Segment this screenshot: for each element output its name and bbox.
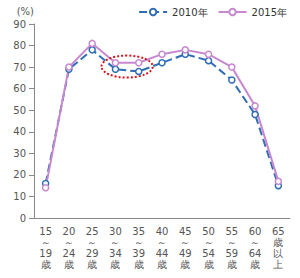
svg-text:70: 70 — [13, 62, 26, 73]
svg-text:55: 55 — [225, 226, 238, 237]
svg-text:40: 40 — [13, 126, 26, 137]
svg-text:～: ～ — [227, 237, 237, 248]
svg-text:歳: 歳 — [41, 259, 51, 270]
svg-text:60: 60 — [249, 226, 262, 237]
svg-text:歳: 歳 — [87, 259, 97, 270]
svg-text:20: 20 — [63, 226, 76, 237]
svg-text:～: ～ — [87, 237, 97, 248]
svg-text:10: 10 — [13, 191, 26, 202]
svg-text:24: 24 — [63, 248, 76, 259]
svg-text:歳: 歳 — [157, 259, 167, 270]
svg-text:～: ～ — [64, 237, 74, 248]
svg-text:歳: 歳 — [273, 237, 283, 248]
svg-text:25: 25 — [86, 226, 99, 237]
svg-text:50: 50 — [13, 105, 26, 116]
svg-text:歳: 歳 — [110, 259, 120, 270]
svg-text:歳: 歳 — [227, 259, 237, 270]
svg-text:44: 44 — [156, 248, 169, 259]
svg-text:歳: 歳 — [134, 259, 144, 270]
svg-text:～: ～ — [41, 237, 51, 248]
svg-text:19: 19 — [39, 248, 52, 259]
svg-text:80: 80 — [13, 40, 26, 51]
svg-text:歳: 歳 — [250, 259, 260, 270]
svg-text:上: 上 — [273, 259, 283, 270]
svg-text:49: 49 — [179, 248, 192, 259]
svg-text:15: 15 — [39, 226, 52, 237]
svg-text:2015年: 2015年 — [252, 7, 287, 18]
svg-text:歳: 歳 — [204, 259, 214, 270]
svg-text:39: 39 — [132, 248, 145, 259]
svg-text:(%): (%) — [17, 6, 34, 17]
svg-text:59: 59 — [225, 248, 238, 259]
svg-text:29: 29 — [86, 248, 99, 259]
svg-text:90: 90 — [13, 19, 26, 30]
svg-text:65: 65 — [272, 226, 285, 237]
svg-text:歳: 歳 — [64, 259, 74, 270]
svg-text:40: 40 — [156, 226, 169, 237]
svg-text:～: ～ — [250, 237, 260, 248]
svg-text:64: 64 — [249, 248, 262, 259]
svg-text:～: ～ — [180, 237, 190, 248]
svg-text:～: ～ — [157, 237, 167, 248]
svg-text:30: 30 — [109, 226, 122, 237]
svg-text:35: 35 — [132, 226, 145, 237]
svg-text:以: 以 — [273, 248, 283, 259]
svg-text:45: 45 — [179, 226, 192, 237]
svg-text:～: ～ — [134, 237, 144, 248]
svg-text:60: 60 — [13, 83, 26, 94]
svg-text:～: ～ — [110, 237, 120, 248]
svg-text:30: 30 — [13, 148, 26, 159]
svg-text:0: 0 — [20, 213, 26, 224]
svg-text:歳: 歳 — [180, 259, 190, 270]
svg-text:54: 54 — [202, 248, 215, 259]
svg-text:2010年: 2010年 — [172, 7, 207, 18]
svg-text:～: ～ — [204, 237, 214, 248]
svg-text:50: 50 — [202, 226, 215, 237]
svg-text:20: 20 — [13, 169, 26, 180]
svg-text:34: 34 — [109, 248, 122, 259]
